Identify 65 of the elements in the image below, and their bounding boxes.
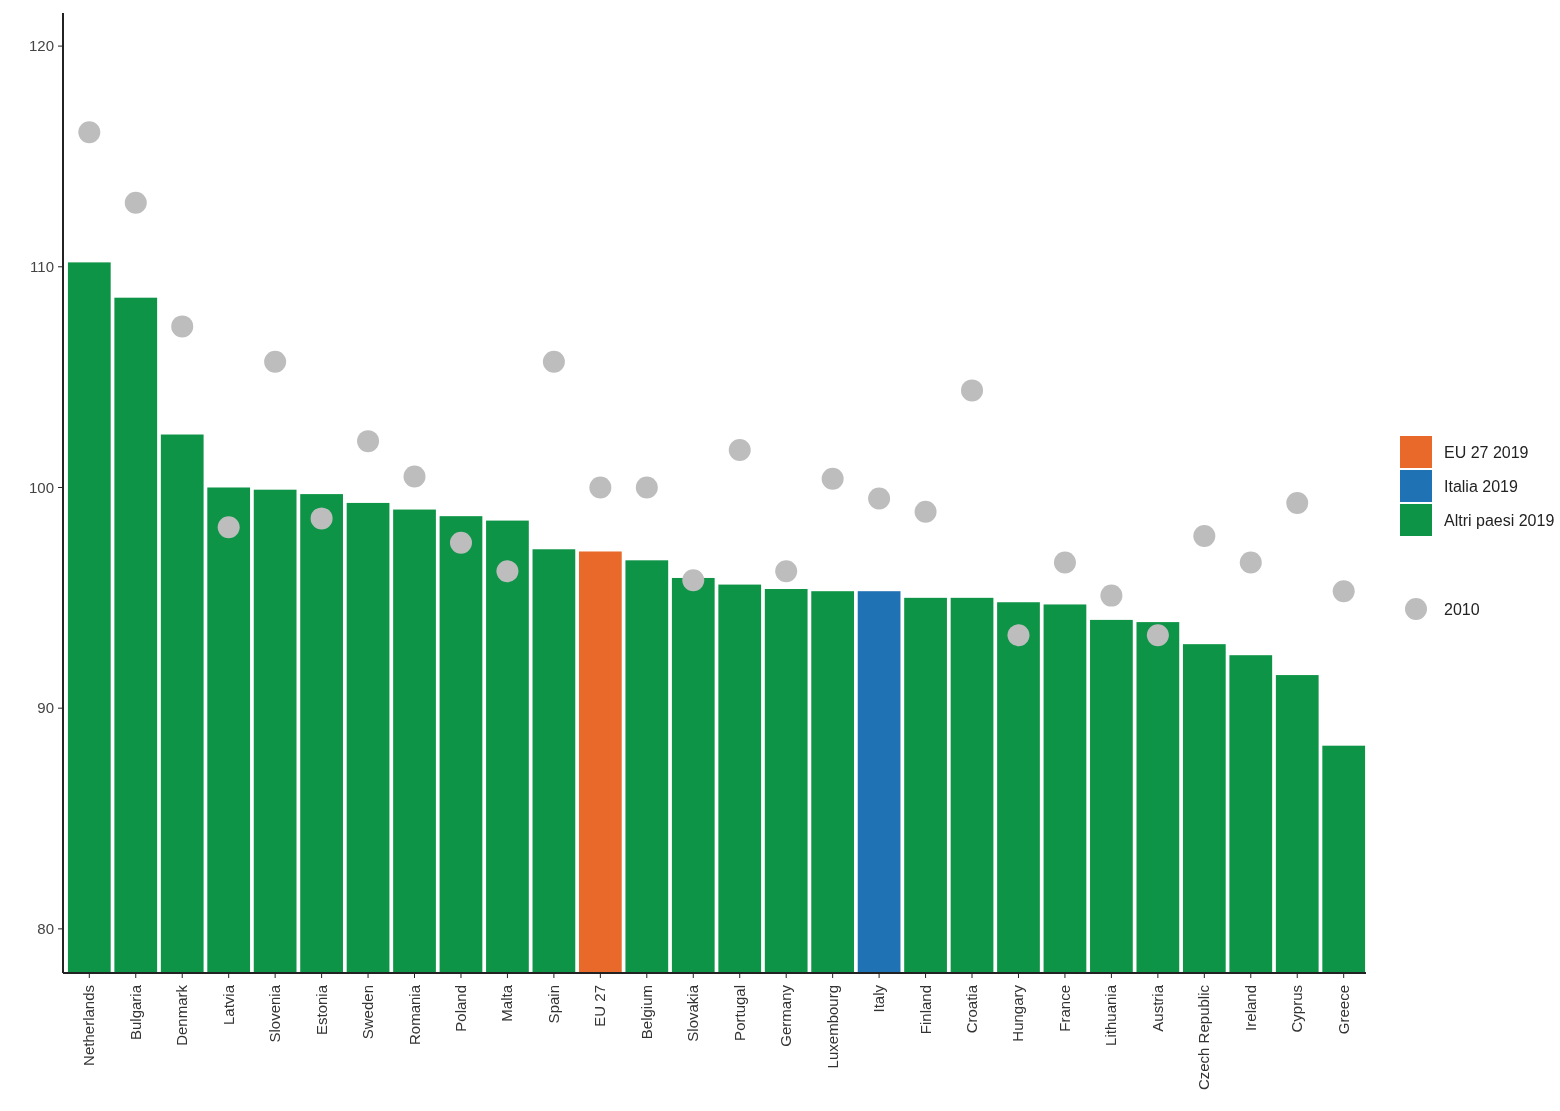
point bbox=[961, 379, 984, 402]
point bbox=[1332, 580, 1355, 603]
x-tick-label: Croatia bbox=[963, 984, 981, 1034]
point bbox=[449, 531, 472, 554]
point bbox=[124, 191, 147, 214]
point bbox=[682, 569, 705, 592]
point bbox=[357, 430, 380, 453]
x-tick-label: Spain bbox=[544, 985, 562, 1024]
x-tick-label: Denmark bbox=[173, 984, 191, 1046]
x-tick-label: Lithuania bbox=[1102, 984, 1120, 1046]
x-tick-label: Estonia bbox=[312, 984, 330, 1036]
x-tick-label: Netherlands bbox=[80, 985, 98, 1066]
point bbox=[171, 315, 194, 338]
x-tick-label: Slovakia bbox=[684, 984, 702, 1042]
point bbox=[1146, 624, 1169, 647]
point bbox=[821, 467, 844, 490]
legend-label: 2010 bbox=[1444, 600, 1480, 618]
x-tick-label: Slovenia bbox=[266, 984, 284, 1043]
point bbox=[635, 476, 658, 499]
x-tick-label: Latvia bbox=[219, 984, 237, 1026]
point bbox=[1007, 624, 1030, 647]
x-tick-label: Malta bbox=[498, 984, 516, 1022]
x-tick-label: Portugal bbox=[730, 985, 748, 1041]
point bbox=[914, 500, 937, 523]
x-tick-label: Austria bbox=[1148, 984, 1166, 1032]
x-tick-label: France bbox=[1055, 985, 1073, 1032]
point bbox=[868, 487, 891, 510]
point bbox=[496, 560, 519, 583]
point bbox=[217, 516, 240, 539]
x-tick-label: Belgium bbox=[637, 985, 655, 1040]
x-tick-label: Luxembourg bbox=[823, 985, 841, 1069]
y-tick-label: 100 bbox=[28, 478, 54, 496]
x-tick-label: Sweden bbox=[359, 985, 377, 1040]
x-tick-label: Finland bbox=[916, 985, 934, 1035]
x-tick-label: Bulgaria bbox=[126, 984, 144, 1041]
legend-label: EU 27 2019 bbox=[1444, 443, 1529, 461]
x-tick-label: Poland bbox=[451, 985, 469, 1032]
point bbox=[1286, 491, 1309, 514]
legend-label: Italia 2019 bbox=[1444, 477, 1518, 495]
y-tick-label: 120 bbox=[28, 37, 54, 55]
point bbox=[728, 438, 751, 461]
x-tick-label: Germany bbox=[777, 984, 795, 1047]
x-tick-label: Greece bbox=[1334, 985, 1352, 1035]
point bbox=[1053, 551, 1076, 574]
y-tick-label: 110 bbox=[30, 258, 54, 276]
x-tick-label: Cyprus bbox=[1288, 985, 1306, 1033]
point bbox=[775, 560, 798, 583]
point bbox=[1100, 584, 1123, 607]
point bbox=[1239, 551, 1262, 574]
x-tick-label: Czech Republic bbox=[1195, 984, 1213, 1091]
x-tick-label: Italy bbox=[870, 984, 888, 1013]
x-tick-label: Hungary bbox=[1009, 984, 1027, 1042]
y-tick-label: 80 bbox=[37, 920, 54, 938]
point bbox=[403, 465, 426, 488]
point bbox=[310, 507, 333, 530]
x-tick-label: EU 27 bbox=[591, 985, 609, 1027]
y-tick-label: 90 bbox=[37, 699, 54, 717]
point bbox=[542, 350, 565, 373]
point bbox=[264, 350, 287, 373]
point bbox=[589, 476, 612, 499]
legend-label: Altri paesi 2019 bbox=[1444, 511, 1555, 529]
point bbox=[1193, 525, 1216, 548]
point bbox=[78, 121, 101, 144]
x-tick-label: Ireland bbox=[1241, 985, 1259, 1031]
x-tick-label: Romania bbox=[405, 984, 423, 1046]
